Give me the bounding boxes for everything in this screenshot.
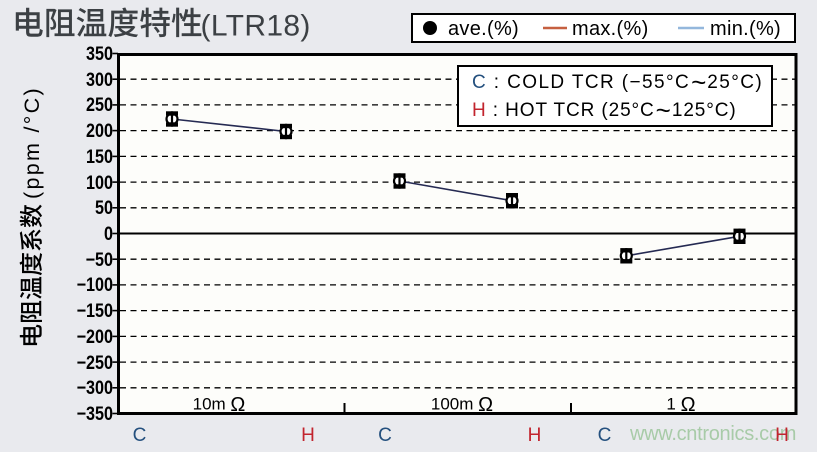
svg-text:(LTR18): (LTR18) <box>201 10 311 43</box>
svg-text:(ppm /°C): (ppm /°C) <box>20 86 44 199</box>
